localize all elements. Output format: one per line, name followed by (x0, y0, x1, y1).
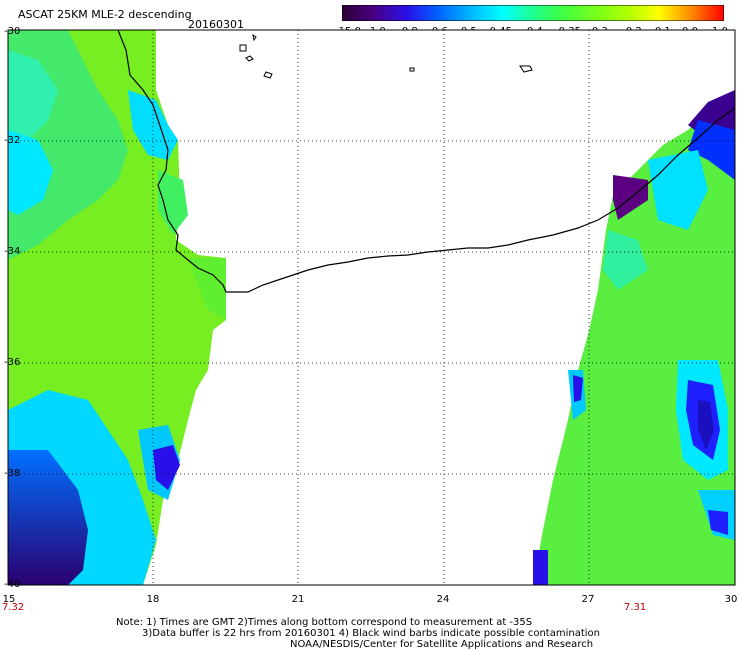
colorbar (342, 5, 724, 21)
island (519, 65, 533, 73)
lon-label: 18 (146, 594, 160, 605)
lat-label: -34 (4, 246, 21, 257)
lat-lon-grid (8, 30, 735, 585)
note-line-2: 3)Data buffer is 22 hrs from 20160301 4)… (142, 628, 600, 639)
coastline (117, 29, 736, 293)
product-date: 20160301 (188, 18, 244, 31)
west-wind-swath (8, 30, 226, 585)
product-title: ASCAT 25KM MLE-2 descending (18, 8, 192, 21)
time-left: 7.32 (2, 602, 25, 613)
lon-label: 24 (436, 594, 450, 605)
note-line-1: Note: 1) Times are GMT 2)Times along bot… (116, 617, 533, 628)
lat-label: -32 (4, 135, 21, 146)
east-wind-swath (533, 90, 735, 585)
lat-label: -38 (4, 468, 21, 479)
island (409, 67, 415, 72)
lon-label: 27 (581, 594, 595, 605)
time-right: 7.31 (624, 602, 647, 613)
lat-label: -30 (4, 26, 21, 37)
lat-label: -40 (4, 579, 21, 590)
lon-label: 21 (291, 594, 305, 605)
lon-label: 15 (2, 594, 16, 605)
lat-label: -36 (4, 357, 21, 368)
map-panel (7, 29, 736, 586)
lon-label: 30 (724, 594, 738, 605)
note-line-3: NOAA/NESDIS/Center for Satellite Applica… (290, 639, 594, 650)
island-group (239, 33, 273, 79)
